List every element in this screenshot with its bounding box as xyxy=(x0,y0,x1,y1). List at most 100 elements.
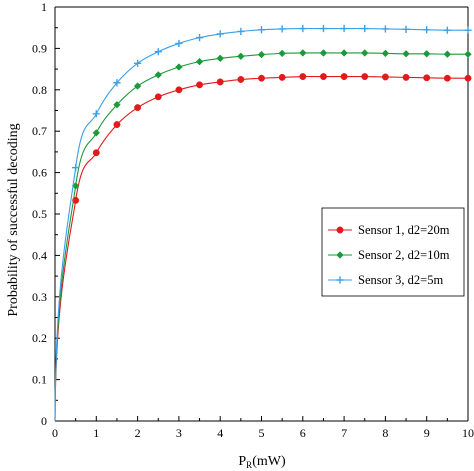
x-axis-label-subscript: R xyxy=(246,460,252,470)
x-tick-label: 7 xyxy=(341,426,347,440)
data-point xyxy=(423,74,431,82)
data-point xyxy=(319,49,328,57)
data-point xyxy=(402,25,410,33)
x-tick-label: 2 xyxy=(135,426,141,440)
y-tick-label: 1 xyxy=(41,0,47,14)
x-tick-label: 0 xyxy=(52,426,58,440)
legend-label: Sensor 1, d2=20m xyxy=(358,223,450,237)
data-point xyxy=(278,73,286,81)
data-point xyxy=(196,81,204,89)
data-point xyxy=(340,24,348,33)
data-point xyxy=(464,26,472,34)
y-tick-label: 0.1 xyxy=(32,373,47,387)
x-axis-label: PR(mW) xyxy=(238,454,286,470)
y-tick-label: 0.4 xyxy=(32,248,47,262)
y-tick-label: 0.8 xyxy=(32,83,47,97)
data-point xyxy=(92,149,100,157)
data-point xyxy=(464,74,472,82)
series-line xyxy=(54,52,469,422)
data-point xyxy=(361,24,369,33)
data-point xyxy=(422,50,431,58)
legend-marker xyxy=(336,226,344,234)
data-point xyxy=(237,27,245,36)
data-point xyxy=(320,73,327,81)
y-tick-label: 0.9 xyxy=(32,41,47,55)
x-tick-label: 1 xyxy=(93,426,99,440)
y-tick-label: 0.5 xyxy=(32,207,47,221)
y-tick-label: 0.2 xyxy=(32,331,47,345)
data-point xyxy=(402,50,410,58)
data-point xyxy=(216,30,224,38)
data-point xyxy=(402,73,410,81)
data-point xyxy=(319,24,328,33)
data-point xyxy=(299,24,307,33)
y-tick-label: 0.6 xyxy=(32,166,47,180)
y-axis-label: Probability of successful decoding xyxy=(6,123,21,316)
legend-box xyxy=(321,207,465,297)
data-point xyxy=(134,104,142,112)
data-point xyxy=(237,52,245,61)
series-line xyxy=(54,75,469,422)
data-point xyxy=(340,49,348,57)
data-point xyxy=(133,82,142,90)
axes: 0 1 2 3 4 5 6 7 8 9 10 0 0.1 0.2 0.3 0.4 0.5 0.6 0.7 0.8 0.9… xyxy=(32,0,474,440)
legend-label: Sensor 3, d2=5m xyxy=(358,273,443,287)
legend-marker xyxy=(336,276,344,284)
data-point xyxy=(237,76,245,83)
legend-label: Sensor 2, d2=10m xyxy=(358,248,450,262)
series-layer xyxy=(54,24,472,422)
data-point xyxy=(92,110,100,118)
data-point xyxy=(464,50,472,58)
x-tick-label: 6 xyxy=(300,426,306,440)
series-2 xyxy=(54,49,472,422)
x-axis-label-unit: (mW) xyxy=(252,454,286,469)
data-point xyxy=(423,26,431,34)
data-point xyxy=(113,79,121,87)
data-point xyxy=(443,26,451,34)
data-point xyxy=(299,73,307,81)
data-point xyxy=(72,164,80,172)
x-tick-label: 8 xyxy=(382,426,388,440)
data-point xyxy=(381,49,390,58)
x-tick-label: 5 xyxy=(259,426,265,440)
data-point xyxy=(113,121,121,129)
data-point xyxy=(278,25,286,33)
data-point xyxy=(278,49,286,58)
x-tick-label: 3 xyxy=(176,426,182,440)
y-tick-label: 0 xyxy=(41,414,47,428)
data-point xyxy=(154,48,162,56)
data-point xyxy=(92,129,101,137)
x-tick-label: 10 xyxy=(462,426,474,440)
data-point xyxy=(361,73,369,81)
data-point xyxy=(216,54,224,63)
x-axis-label-main: P xyxy=(238,454,246,469)
series-3 xyxy=(54,24,472,422)
data-point xyxy=(113,100,121,109)
series-line xyxy=(54,27,469,422)
data-point xyxy=(381,25,389,33)
data-point xyxy=(443,50,452,58)
data-point xyxy=(175,39,183,48)
data-point xyxy=(195,57,204,66)
data-point xyxy=(175,63,183,71)
data-point xyxy=(154,93,162,101)
data-point xyxy=(299,49,307,57)
legend-marker xyxy=(336,251,344,259)
data-point xyxy=(216,78,224,86)
series-1 xyxy=(54,73,472,422)
y-tick-label: 0.3 xyxy=(32,290,47,304)
data-point xyxy=(257,50,266,59)
x-tick-label: 4 xyxy=(217,426,223,440)
data-point xyxy=(154,71,163,79)
legend: Sensor 1, d2=20m Sensor 2, d2=10m Sensor 3… xyxy=(321,207,465,297)
x-tick-label: 9 xyxy=(424,426,430,440)
data-point xyxy=(381,73,389,81)
data-point xyxy=(195,34,204,42)
data-point xyxy=(175,86,183,94)
data-point xyxy=(258,74,265,82)
data-point xyxy=(443,74,451,82)
data-point xyxy=(360,49,369,57)
data-point xyxy=(134,59,142,67)
data-point xyxy=(257,26,266,34)
